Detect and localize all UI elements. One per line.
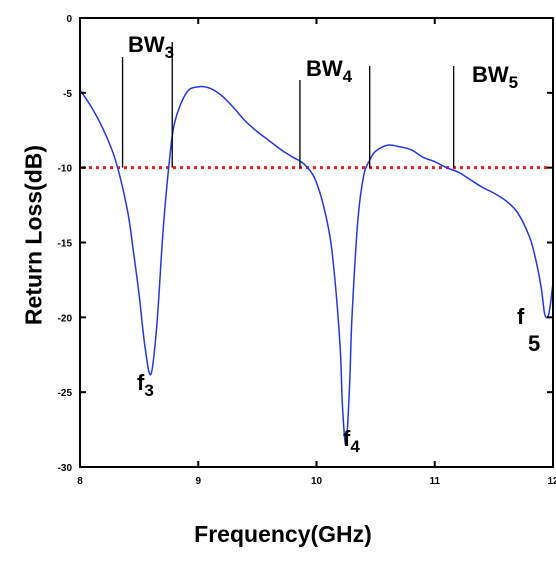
annotation-bw4: BW4 bbox=[306, 56, 353, 86]
y-tick-label: -20 bbox=[58, 313, 73, 324]
annotation-f5-sub: 5 bbox=[528, 331, 540, 356]
x-tick-label: 8 bbox=[77, 476, 83, 487]
y-tick-label: -10 bbox=[58, 164, 73, 175]
y-tick-label: -5 bbox=[63, 89, 72, 100]
annotation-bw5: BW5 bbox=[472, 62, 518, 92]
x-tick-labels: 8 9 10 11 12 bbox=[77, 476, 556, 487]
axis-ticks bbox=[79, 17, 554, 468]
x-axis-label: Frequency(GHz) bbox=[194, 521, 372, 547]
annotation-f5: f bbox=[517, 304, 525, 329]
annotation-f4: f4 bbox=[343, 426, 360, 456]
y-tick-label: -25 bbox=[58, 388, 73, 399]
y-tick-label: -30 bbox=[58, 463, 73, 474]
y-tick-label: 0 bbox=[66, 14, 72, 25]
y-tick-label: -15 bbox=[58, 239, 73, 250]
return-loss-curve bbox=[79, 85, 554, 446]
bandwidth-markers bbox=[121, 42, 455, 168]
x-tick-label: 11 bbox=[429, 476, 440, 487]
x-tick-label: 9 bbox=[195, 476, 201, 487]
y-tick-labels: 0 -5 -10 -15 -20 -25 -30 bbox=[58, 14, 73, 474]
y-axis-label: Return Loss(dB) bbox=[20, 144, 47, 326]
annotation-bw3: BW3 bbox=[128, 32, 174, 62]
x-tick-label: 12 bbox=[547, 476, 556, 487]
annotation-f3: f3 bbox=[137, 370, 154, 400]
x-tick-label: 10 bbox=[311, 476, 323, 487]
